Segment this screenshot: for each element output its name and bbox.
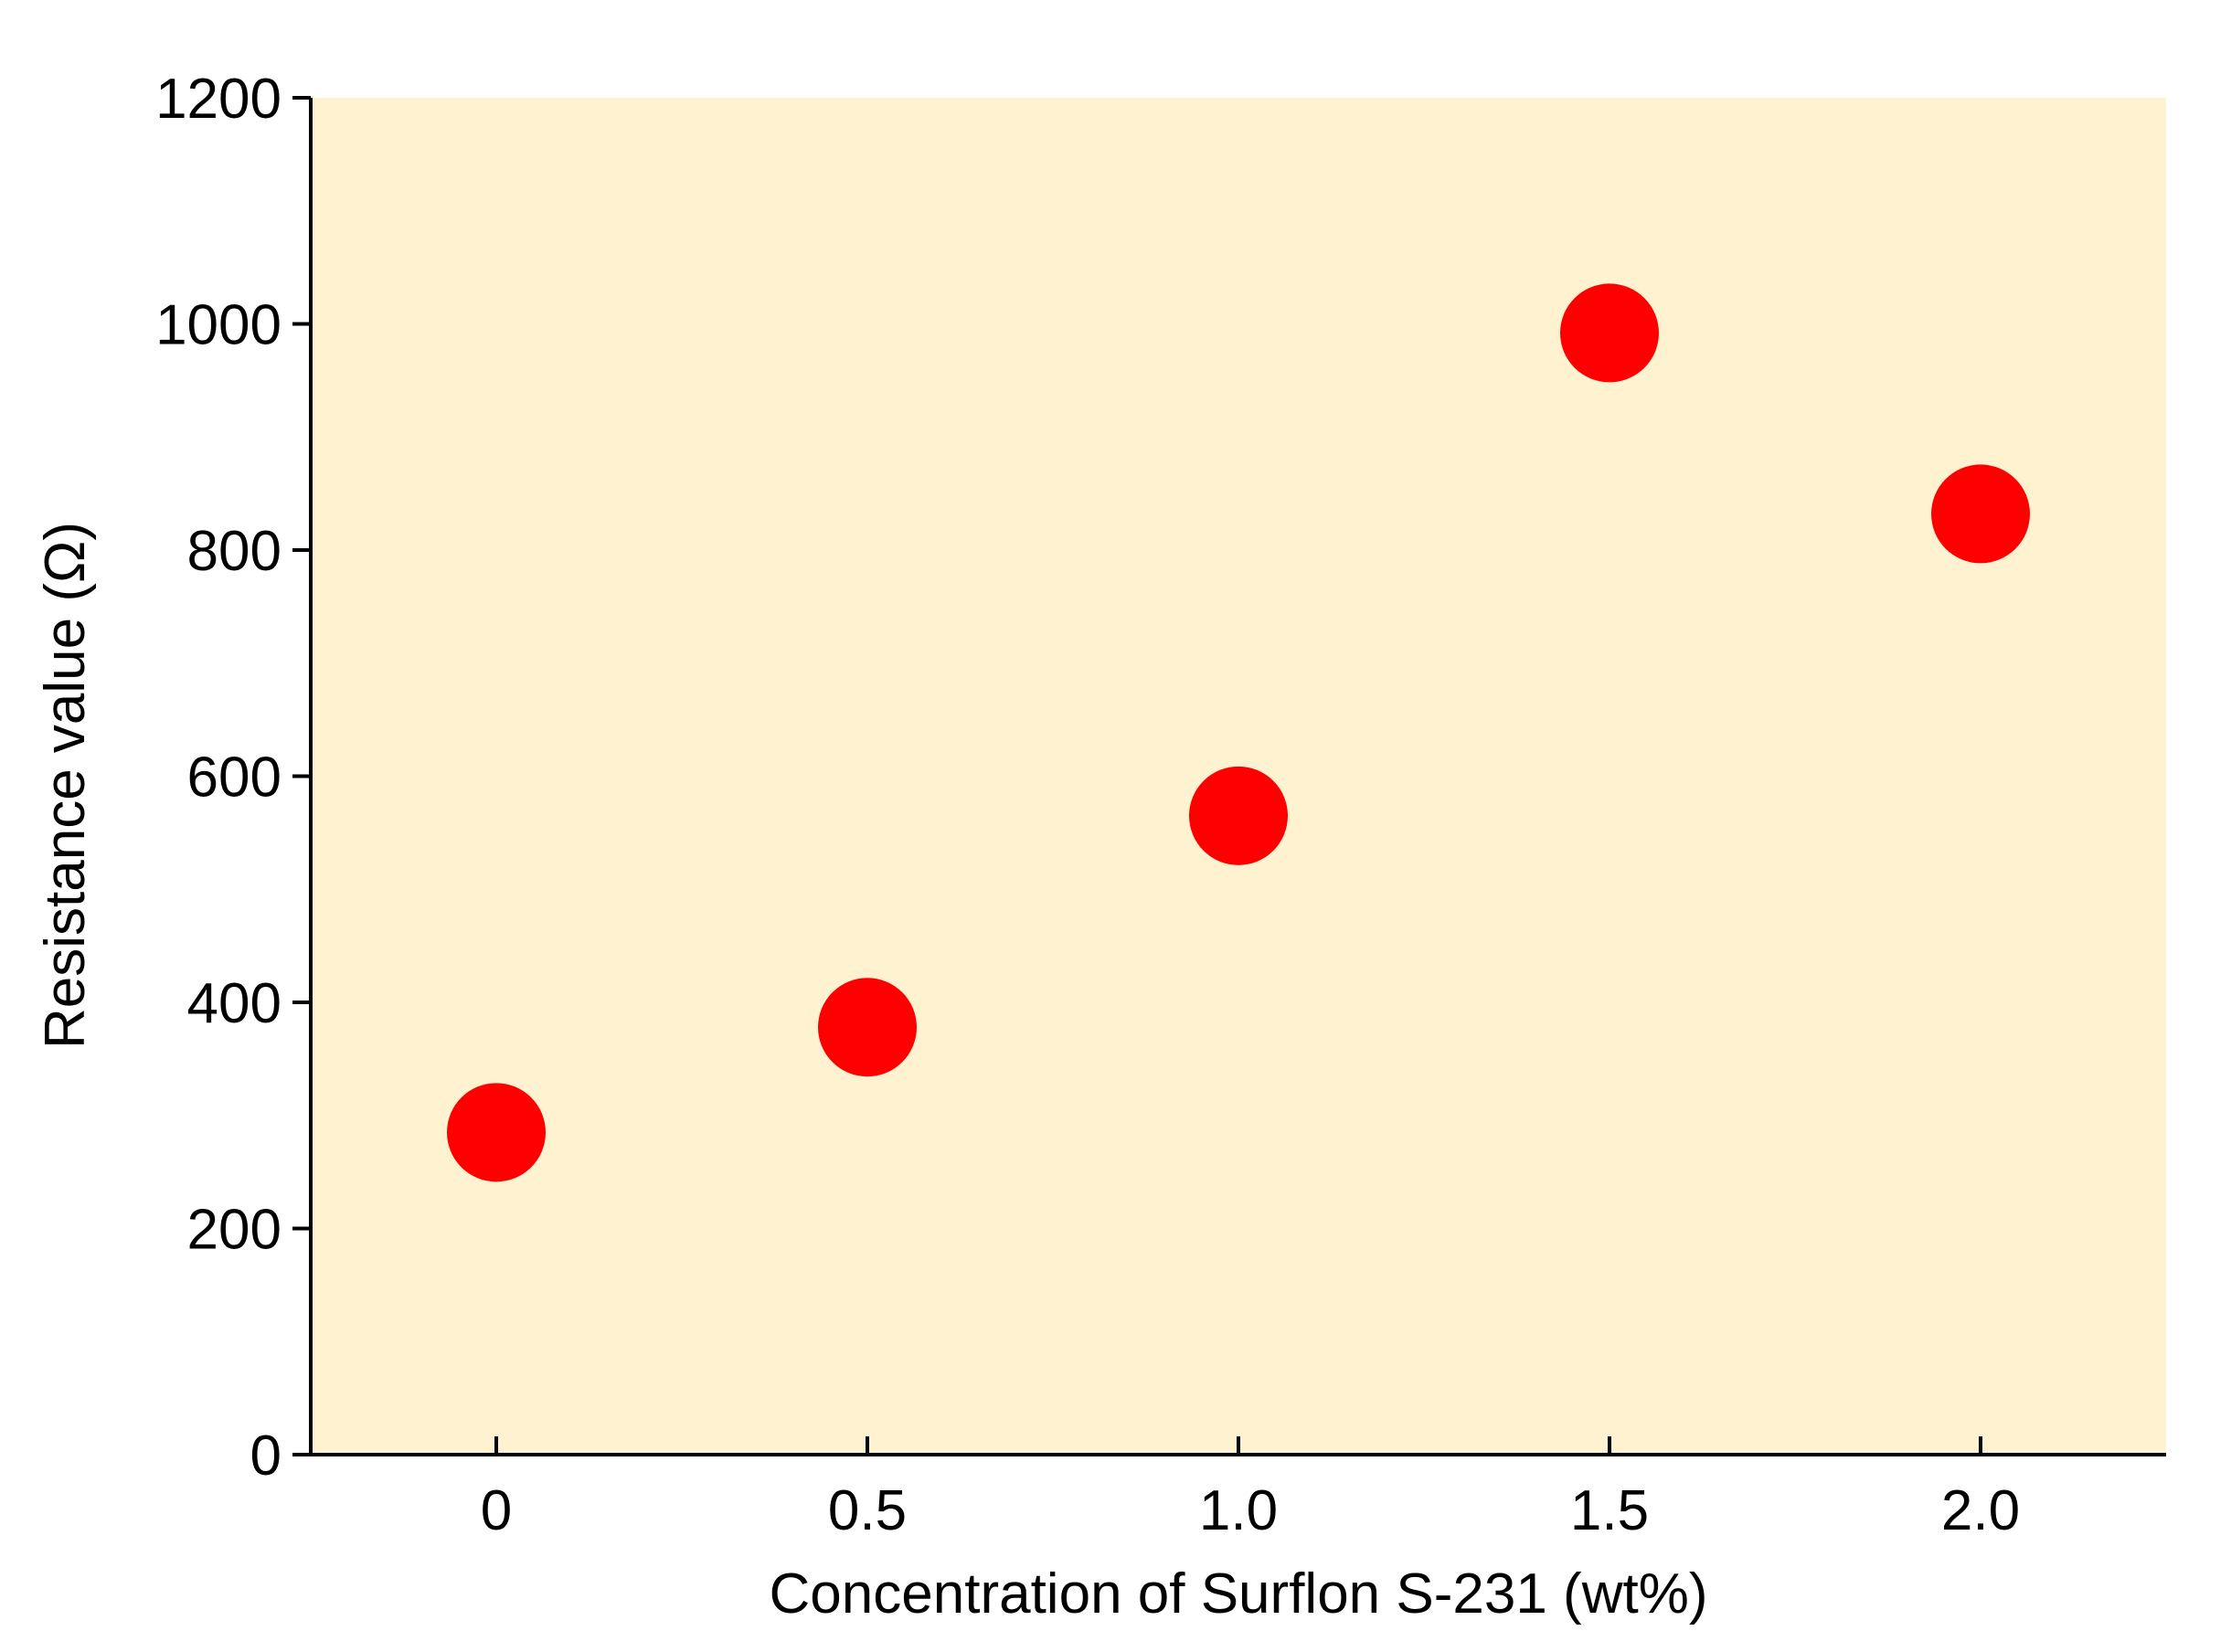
x-tick-label: 0.5 [828, 1479, 907, 1542]
data-point [1189, 766, 1288, 865]
x-tick-label: 1.5 [1570, 1479, 1649, 1542]
data-point [818, 978, 917, 1077]
x-tick-label: 0 [481, 1479, 512, 1542]
ticks: 0 200 400 600 800 1000 1200 0 0.5 1.0 1.5 2.0 [155, 68, 2020, 1542]
y-tick-label: 1000 [155, 294, 282, 357]
data-points [447, 283, 2030, 1182]
y-tick-label: 200 [187, 1199, 282, 1262]
x-tick-label: 1.0 [1199, 1479, 1278, 1542]
y-tick-label: 0 [250, 1424, 282, 1488]
x-tick-label: 2.0 [1941, 1479, 2020, 1542]
data-point [447, 1083, 546, 1182]
y-tick-label: 400 [187, 972, 282, 1035]
y-tick-label: 600 [187, 747, 282, 810]
y-tick-label: 1200 [155, 68, 282, 131]
data-point [1931, 464, 2030, 564]
y-axis-title: Resistance value (Ω) [34, 522, 97, 1049]
x-axis-title: Concentration of Surflon S-231 (wt%) [770, 1562, 1708, 1626]
data-point [1560, 283, 1659, 383]
y-tick-label: 800 [187, 520, 282, 583]
